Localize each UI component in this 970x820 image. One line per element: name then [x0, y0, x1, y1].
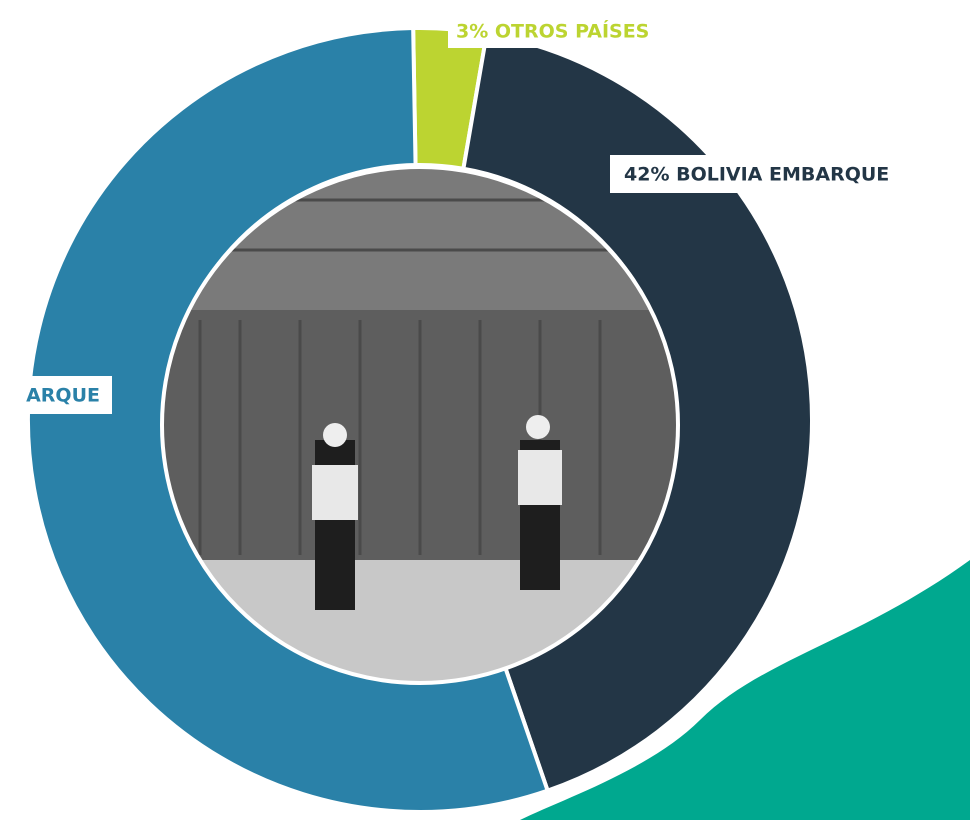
- slice-label: 42% BOLIVIA EMBARQUE: [624, 164, 889, 186]
- label-box: [610, 155, 955, 193]
- slice-label: 3% OTROS PAÍSES: [456, 20, 649, 43]
- photo-border: [160, 165, 680, 685]
- slice-label: ARQUE: [26, 385, 100, 407]
- label-box: [448, 14, 703, 48]
- decor-shape: [520, 560, 970, 820]
- label-box: [0, 376, 112, 414]
- donut: [26, 26, 814, 814]
